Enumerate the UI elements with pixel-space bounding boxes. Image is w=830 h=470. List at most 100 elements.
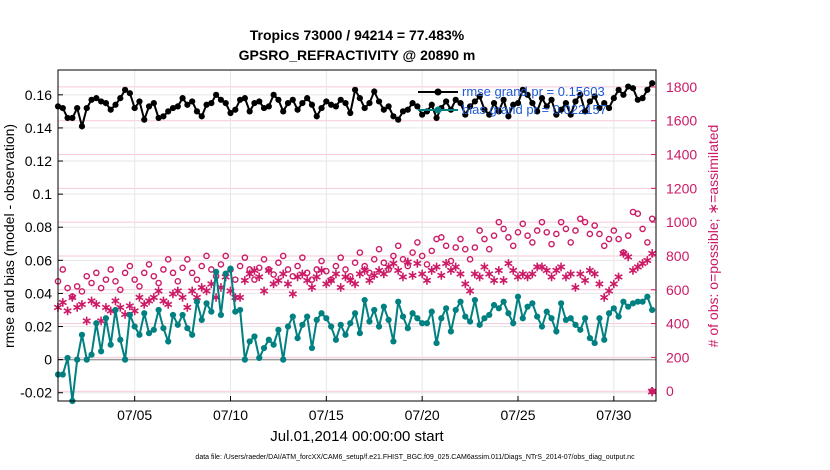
rmse-point [577,91,584,98]
assimilated-obs-marker: ∗ [239,273,250,288]
rmse-point [524,91,531,98]
rmse-point [366,100,373,107]
rmse-point [567,111,574,118]
bias-point [145,330,153,337]
possible-obs-marker [279,252,287,260]
bias-point [117,336,124,343]
rmse-point [332,103,340,110]
assimilated-obs-marker: ∗ [378,266,389,281]
y-left-tick-label: 0.16 [25,87,52,103]
possible-obs-marker [284,266,292,273]
bias-point [270,341,277,348]
assimilated-obs-marker: ∗ [144,293,155,308]
assimilated-obs-marker: ∗ [469,266,480,281]
legend: rmse grand pr = 0.15603 bias grand pr = … [418,84,607,117]
rmse-point [356,95,363,102]
rmse-point [198,113,205,120]
assimilated-obs-marker: ∗ [489,273,500,288]
rmse-point [529,100,536,107]
possible-obs-marker [208,266,215,273]
assimilated-obs-marker: ∗ [86,293,97,308]
possible-obs-marker [337,254,345,261]
rmse-point [404,106,411,113]
possible-obs-marker [428,247,436,255]
assimilated-obs-marker: ∗ [359,262,370,277]
rmse-point [562,100,570,107]
bias-point [629,300,637,307]
assimilated-obs-marker: ∗ [316,262,327,277]
assimilated-obs-marker: ∗ [196,279,207,294]
bias-point [59,371,66,378]
assimilated-obs-marker: ∗ [537,259,548,274]
rmse-point [174,103,181,110]
possible-obs-marker [586,230,594,238]
possible-obs-marker [514,228,522,236]
assimilated-obs-marker: ∗ [417,266,428,281]
y-left-tick-label: 0.14 [25,120,52,136]
possible-obs-marker [342,266,349,273]
bias-point [83,356,90,363]
assimilated-obs-marker: ∗ [311,269,322,284]
bias-point [318,310,325,317]
assimilated-obs-marker: ∗ [556,259,567,274]
bias-point [165,338,172,345]
assimilated-obs-marker: ∗ [124,298,135,313]
assimilated-obs-marker: ∗ [96,313,107,328]
rmse-point [629,85,637,92]
rmse-point [260,104,268,112]
bias-point [256,354,263,362]
assimilated-obs-marker: ∗ [374,262,385,277]
bias-point [213,268,220,276]
rmse-point [514,100,522,107]
rmse-point [538,95,546,102]
bias-point [481,315,488,322]
assimilated-obs-marker: ∗ [254,269,265,284]
rmse-point [380,106,387,113]
possible-obs-marker [485,245,493,253]
assimilated-obs-marker: ∗ [383,259,394,274]
bias-point [371,306,378,314]
assimilated-obs-marker: ∗ [230,290,241,305]
assimilated-obs-marker: ∗ [259,283,270,298]
assimilated-obs-marker: ∗ [158,293,169,308]
bias-point [169,311,177,319]
possible-obs-marker [121,269,129,277]
assimilated-obs-marker: ∗ [302,273,313,288]
possible-obs-marker [361,262,368,270]
possible-obs-marker [572,227,579,234]
bias-point [562,316,570,324]
legend-rmse-marker [434,88,442,96]
bias-point [179,311,186,319]
possible-obs-marker [131,276,138,283]
possible-obs-marker [299,254,306,261]
assimilated-obs-marker: ∗ [115,300,126,315]
rmse-point [126,90,133,97]
rmse-point [203,101,210,108]
bias-point [558,300,565,307]
possible-obs-marker [548,240,555,248]
rmse-point [256,98,263,105]
rmse-point [284,100,292,107]
possible-obs-marker [313,266,321,273]
assimilated-obs-marker: ∗ [474,269,485,284]
assimilated-obs-marker: ∗ [589,266,600,281]
assimilated-obs-marker: ∗ [100,300,111,315]
bias-point [174,321,181,328]
rmse-point [361,104,368,112]
rmse-point [117,95,124,102]
assimilated-obs-marker: ∗ [201,283,212,298]
possible-obs-marker [610,227,618,234]
assimilated-obs-marker: ∗ [354,266,365,281]
bias-point [342,331,349,338]
bias-point [328,323,335,330]
legend-rmse-label: rmse grand pr = 0.15603 [462,84,605,99]
rmse-point [232,106,239,113]
possible-obs-marker [471,244,479,251]
assimilated-obs-marker: ∗ [647,246,658,261]
bias-point [78,331,86,338]
possible-obs-marker [169,269,177,277]
assimilated-obs-marker: ∗ [268,276,279,291]
possible-obs-marker [457,235,464,243]
bias-point [466,318,474,325]
possible-obs-marker [605,235,613,243]
